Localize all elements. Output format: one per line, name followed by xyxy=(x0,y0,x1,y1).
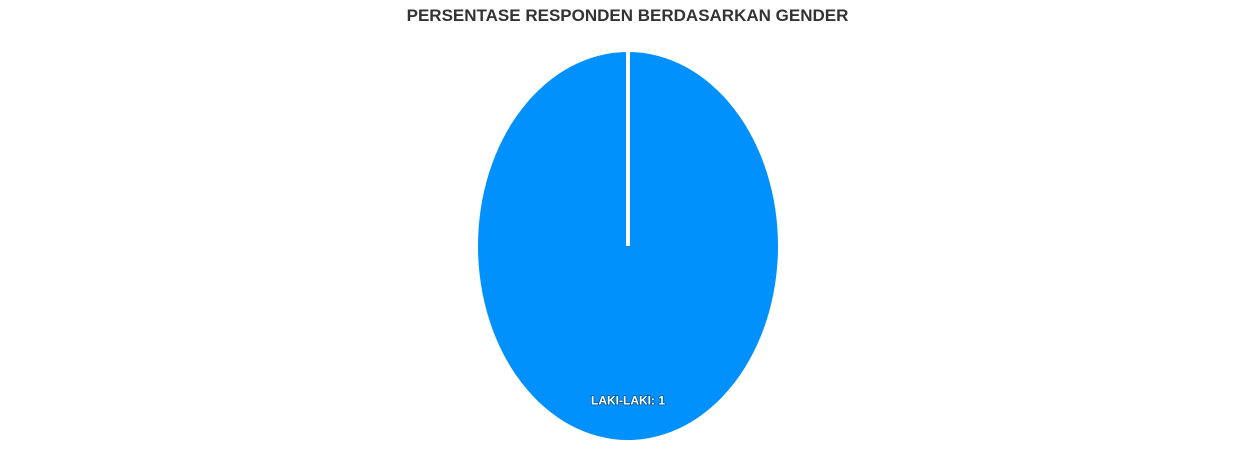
pie-data-labels: LAKI-LAKI: 1 xyxy=(590,393,666,409)
chart-title: PERSENTASE RESPONDEN BERDASARKAN GENDER xyxy=(406,6,849,25)
pie-data-label: LAKI-LAKI: 1 xyxy=(591,393,665,407)
pie-slices xyxy=(478,51,778,440)
